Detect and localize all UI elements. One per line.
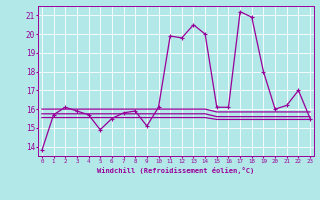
X-axis label: Windchill (Refroidissement éolien,°C): Windchill (Refroidissement éolien,°C) (97, 167, 255, 174)
